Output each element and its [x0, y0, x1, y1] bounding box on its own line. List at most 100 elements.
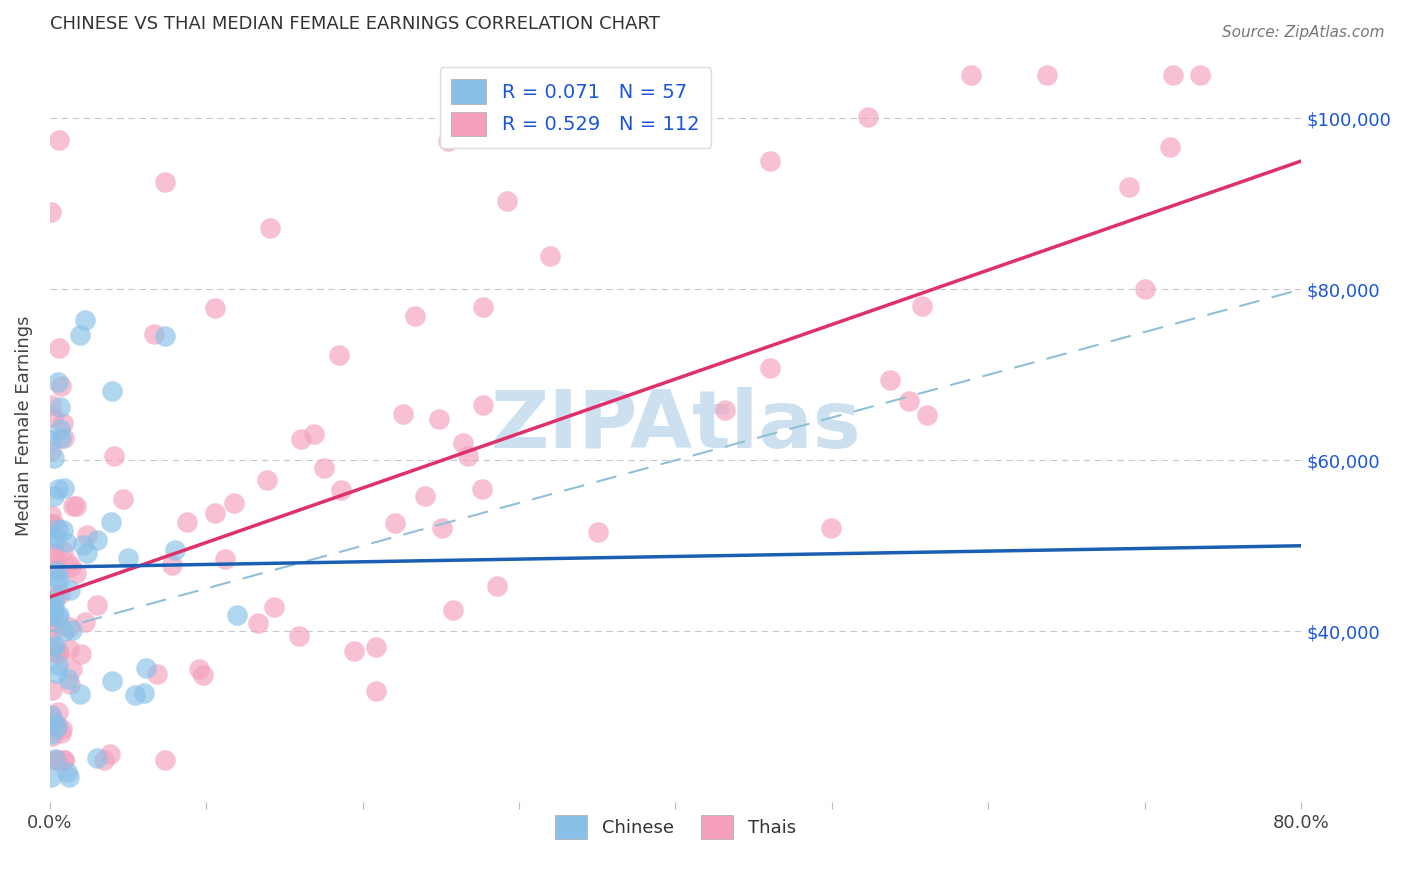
Point — [86, 750, 108, 764]
Point — [39, 709, 62, 723]
Point — [1189, 69, 1212, 83]
Point — [1036, 69, 1059, 83]
Point — [758, 153, 780, 168]
Point — [55, 535, 77, 549]
Point — [39, 398, 62, 412]
Point — [46, 720, 69, 734]
Point — [44, 591, 66, 605]
Point — [204, 506, 226, 520]
Point — [1159, 140, 1181, 154]
Point — [188, 662, 211, 676]
Point — [117, 550, 139, 565]
Point — [879, 373, 901, 387]
Point — [39, 599, 62, 614]
Point — [52, 624, 75, 639]
Point — [451, 436, 474, 450]
Point — [41, 682, 63, 697]
Point — [49, 422, 72, 436]
Point — [39, 205, 62, 219]
Point — [263, 599, 285, 614]
Point — [39, 619, 62, 633]
Point — [41, 529, 63, 543]
Point — [856, 110, 879, 124]
Point — [75, 313, 97, 327]
Point — [48, 645, 70, 659]
Text: CHINESE VS THAI MEDIAN FEMALE EARNINGS CORRELATION CHART: CHINESE VS THAI MEDIAN FEMALE EARNINGS C… — [49, 15, 659, 33]
Point — [52, 752, 75, 766]
Point — [135, 661, 157, 675]
Point — [56, 557, 79, 571]
Point — [46, 609, 69, 624]
Point — [132, 686, 155, 700]
Point — [45, 718, 67, 732]
Point — [145, 667, 167, 681]
Point — [42, 548, 65, 562]
Point — [39, 517, 62, 532]
Point — [62, 624, 84, 638]
Point — [58, 642, 80, 657]
Point — [53, 752, 76, 766]
Point — [312, 460, 335, 475]
Point — [42, 604, 65, 618]
Point — [441, 603, 464, 617]
Point — [457, 449, 479, 463]
Point — [46, 665, 69, 680]
Point — [413, 489, 436, 503]
Point — [155, 752, 177, 766]
Point — [259, 220, 281, 235]
Point — [586, 524, 609, 539]
Point — [58, 620, 80, 634]
Point — [41, 625, 63, 640]
Point — [52, 416, 75, 430]
Point — [44, 545, 66, 559]
Point — [49, 379, 72, 393]
Point — [915, 409, 938, 423]
Point — [41, 640, 63, 654]
Point — [39, 433, 62, 447]
Point — [46, 564, 69, 578]
Point — [65, 566, 87, 581]
Point — [69, 647, 91, 661]
Y-axis label: Median Female Earnings: Median Female Earnings — [15, 316, 32, 536]
Point — [76, 546, 98, 560]
Point — [256, 474, 278, 488]
Point — [471, 482, 494, 496]
Point — [86, 598, 108, 612]
Point — [42, 516, 65, 531]
Point — [100, 384, 122, 398]
Point — [51, 722, 73, 736]
Point — [44, 645, 66, 659]
Point — [59, 559, 82, 574]
Point — [41, 409, 63, 424]
Point — [46, 647, 69, 661]
Point — [45, 752, 67, 766]
Point — [103, 449, 125, 463]
Point — [328, 347, 350, 361]
Point — [46, 482, 69, 496]
Point — [56, 765, 79, 780]
Point — [404, 309, 426, 323]
Point — [153, 329, 176, 343]
Point — [364, 684, 387, 698]
Point — [62, 500, 84, 514]
Point — [247, 616, 270, 631]
Text: Source: ZipAtlas.com: Source: ZipAtlas.com — [1222, 25, 1385, 40]
Point — [330, 483, 353, 497]
Point — [302, 426, 325, 441]
Point — [214, 552, 236, 566]
Point — [898, 394, 921, 409]
Point — [437, 134, 460, 148]
Point — [48, 400, 70, 414]
Point — [1133, 282, 1156, 296]
Point — [52, 543, 75, 558]
Point — [44, 716, 66, 731]
Point — [65, 500, 87, 514]
Point — [44, 640, 66, 654]
Point — [49, 586, 72, 600]
Point — [112, 491, 135, 506]
Point — [44, 450, 66, 465]
Point — [52, 523, 75, 537]
Point — [59, 582, 82, 597]
Point — [39, 727, 62, 741]
Point — [46, 752, 69, 766]
